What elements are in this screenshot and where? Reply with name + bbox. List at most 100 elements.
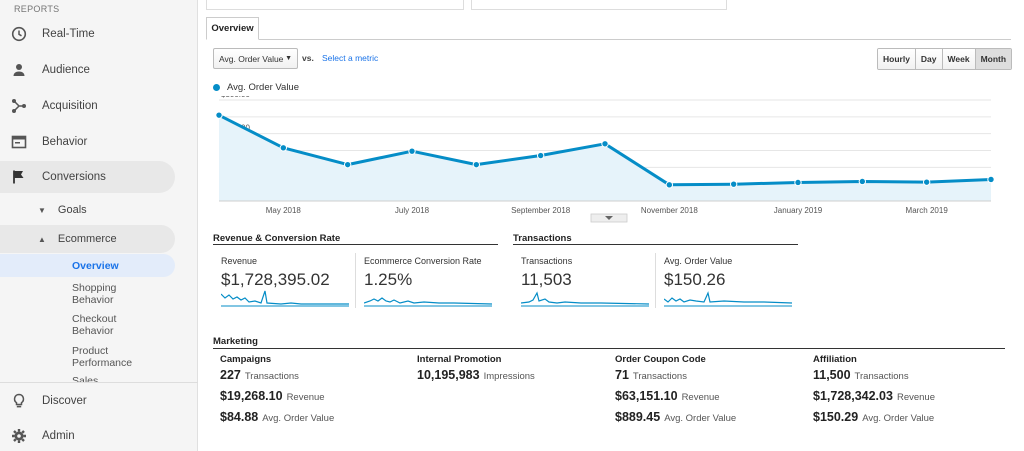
marketing-unit: Transactions	[632, 371, 687, 382]
data-point	[215, 111, 223, 119]
nav-sales[interactable]: Sales	[72, 375, 99, 382]
section-rule	[213, 348, 1005, 349]
marketing-unit: Avg. Order Value	[664, 413, 737, 424]
nav-product-performance[interactable]: Product Performance	[72, 345, 133, 369]
data-point	[536, 151, 545, 160]
nav-behavior[interactable]: Behavior	[0, 126, 175, 158]
marketing-row: $19,268.10 Revenue	[220, 389, 334, 410]
data-point	[279, 144, 288, 152]
x-tick-label: January 2019	[774, 206, 823, 215]
overview-highlight	[0, 254, 175, 277]
marketing-unit: Avg. Order Value	[262, 413, 335, 424]
x-tick-label: September 2018	[511, 206, 571, 215]
top-control-box	[206, 0, 464, 10]
marketing-row: $889.45 Avg. Order Value	[615, 410, 736, 431]
card-label: Revenue	[221, 256, 258, 266]
chart-legend: Avg. Order Value	[213, 82, 299, 93]
transactions-section-title: Transactions	[513, 233, 572, 244]
ecommerce-highlight	[0, 225, 175, 253]
caret-down-icon: ▼	[38, 205, 46, 215]
nav-conversions[interactable]: Conversions	[0, 161, 175, 193]
marketing-internal-promotion[interactable]: Internal Promotion 10,195,983 Impressions	[417, 354, 535, 389]
card-label: Ecommerce Conversion Rate	[364, 256, 482, 266]
flag-icon	[11, 169, 27, 185]
nav-label: Discover	[42, 395, 87, 407]
goals-label: Goals	[57, 204, 87, 216]
card-divider	[655, 253, 656, 308]
lightbulb-icon	[11, 393, 27, 409]
behavior-icon	[11, 134, 27, 150]
marketing-unit: Transactions	[854, 371, 909, 382]
data-point	[794, 178, 802, 187]
sparkline	[664, 291, 792, 307]
section-rule	[513, 244, 798, 245]
marketing-value: 71	[615, 368, 629, 382]
marketing-row: 71 Transactions	[615, 368, 736, 389]
sparkline	[521, 291, 649, 307]
nav-acquisition[interactable]: Acquisition	[0, 90, 175, 122]
marketing-campaigns[interactable]: Campaigns 227 Transactions $19,268.10 Reve…	[220, 354, 334, 431]
nav-discover[interactable]: Discover	[0, 385, 175, 417]
data-point	[408, 147, 416, 155]
nav-shopping-behavior[interactable]: Shopping Behavior	[72, 282, 117, 306]
marketing-row: $84.88 Avg. Order Value	[220, 410, 334, 431]
nav-real-time[interactable]: Real-Time	[0, 18, 175, 50]
marketing-row: $63,151.10 Revenue	[615, 389, 736, 410]
marketing-column-title: Internal Promotion	[417, 354, 502, 365]
sparkline	[221, 290, 349, 307]
transactions-card[interactable]: Transactions 11,503	[521, 253, 651, 309]
main-content: Overview Avg. Order Value ▼ vs. Select a…	[199, 0, 1024, 451]
metric-select-value: Avg. Order Value	[219, 53, 284, 64]
tab-overview[interactable]: Overview	[206, 17, 259, 40]
marketing-order-coupon-code[interactable]: Order Coupon Code 71 Transactions $63,151…	[615, 354, 736, 431]
revenue-card[interactable]: Revenue $1,728,395.02	[221, 253, 351, 309]
card-value: $1,728,395.02	[221, 270, 330, 289]
data-point	[858, 177, 867, 186]
legend-dot	[213, 84, 220, 91]
y-tick-label: $300.00	[221, 96, 250, 99]
acquisition-icon	[11, 98, 27, 114]
data-point	[601, 140, 609, 148]
marketing-column-title: Campaigns	[220, 354, 272, 365]
card-divider	[355, 253, 356, 308]
nav-admin[interactable]: Admin	[0, 420, 175, 451]
card-value: $150.26	[664, 270, 726, 289]
period-month-button[interactable]: Month	[974, 49, 1012, 69]
data-point	[343, 160, 352, 169]
data-point	[729, 180, 738, 188]
nav-overview[interactable]: Overview	[72, 260, 119, 272]
marketing-unit: Revenue	[286, 392, 325, 403]
marketing-row: 11,500 Transactions	[813, 368, 935, 389]
period-week-button[interactable]: Week	[941, 49, 975, 69]
marketing-unit: Revenue	[896, 392, 935, 403]
nav-ecommerce[interactable]: ▲ Ecommerce	[38, 233, 117, 245]
marketing-row: $150.29 Avg. Order Value	[813, 410, 935, 431]
nav-label: Conversions	[42, 171, 106, 183]
marketing-value: 227	[220, 368, 241, 382]
marketing-unit: Avg. Order Value	[862, 413, 935, 424]
marketing-unit: Revenue	[681, 392, 720, 403]
metric-select[interactable]: Avg. Order Value ▼	[213, 48, 298, 69]
top-control-box	[471, 0, 727, 10]
marketing-value: $19,268.10	[220, 389, 283, 403]
clock-icon	[11, 26, 27, 42]
marketing-row: 227 Transactions	[220, 368, 334, 389]
period-day-button[interactable]: Day	[914, 49, 942, 69]
marketing-column-title: Affiliation	[813, 354, 857, 365]
period-hourly-button[interactable]: Hourly	[878, 49, 915, 69]
caret-up-icon: ▲	[38, 234, 46, 244]
marketing-affiliation[interactable]: Affiliation 11,500 Transactions $1,728,34…	[813, 354, 935, 431]
nav-checkout-behavior[interactable]: Checkout Behavior	[72, 313, 117, 337]
ecommerce-label: Ecommerce	[57, 233, 117, 245]
marketing-row: 10,195,983 Impressions	[417, 368, 535, 389]
nav-goals[interactable]: ▼ Goals	[38, 204, 87, 216]
sidebar: REPORTS Real-Time Audience Acquisition B…	[0, 0, 198, 451]
marketing-value: $889.45	[615, 410, 661, 424]
conversion-rate-card[interactable]: Ecommerce Conversion Rate 1.25%	[364, 253, 494, 309]
gear-icon	[11, 428, 27, 444]
nav-label: Admin	[42, 430, 75, 442]
nav-audience[interactable]: Audience	[0, 54, 175, 86]
avg-order-value-card[interactable]: Avg. Order Value $150.26	[664, 253, 794, 309]
select-metric-link[interactable]: Select a metric	[322, 53, 379, 63]
data-point	[922, 178, 931, 186]
